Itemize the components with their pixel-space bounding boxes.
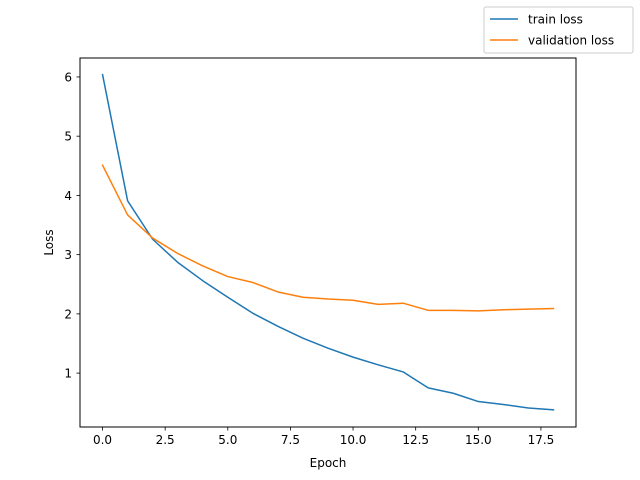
legend-label-validation-loss: validation loss	[528, 34, 614, 48]
x-tick-label: 12.5	[402, 433, 429, 447]
x-tick-label: 5.0	[218, 433, 237, 447]
y-axis-label: Loss	[42, 229, 56, 255]
x-axis-ticks: 0.0 2.5 5.0 7.5 10.0 12.5 15.0 17.5	[93, 427, 554, 447]
y-tick-label: 3	[64, 248, 72, 262]
legend: train loss validation loss	[483, 6, 634, 54]
series-line-validation-loss	[101, 164, 555, 312]
plot-area	[80, 58, 576, 427]
plot-frame	[79, 57, 577, 428]
series-line-train-loss	[101, 73, 555, 411]
x-tick-label: 7.5	[281, 433, 300, 447]
x-tick-label: 2.5	[156, 433, 175, 447]
x-tick-label: 10.0	[340, 433, 367, 447]
x-tick-label: 17.5	[528, 433, 555, 447]
legend-box	[483, 6, 634, 54]
y-tick-label: 2	[64, 307, 72, 321]
y-tick-label: 4	[64, 189, 72, 203]
x-tick-label: 15.0	[465, 433, 492, 447]
y-tick-label: 5	[64, 130, 72, 144]
x-axis-label: Epoch	[310, 456, 347, 470]
series-layer	[101, 73, 555, 411]
x-tick-label: 0.0	[93, 433, 112, 447]
legend-label-train-loss: train loss	[528, 13, 583, 27]
y-tick-label: 6	[64, 70, 72, 84]
y-axis-ticks: 1 2 3 4 5 6	[64, 70, 80, 381]
y-tick-label: 1	[64, 367, 72, 381]
